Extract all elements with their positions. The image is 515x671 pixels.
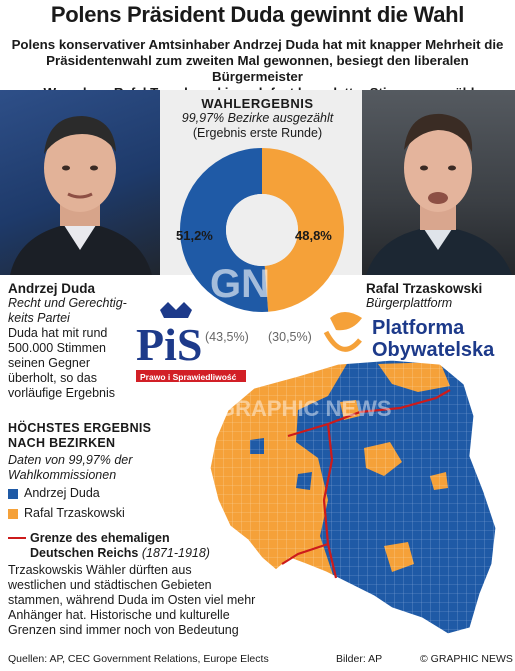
subtitle-line: Polens konservativer Amtsinhaber Andrzej… — [11, 37, 504, 52]
trzaskowski-portrait-illustration — [366, 113, 512, 275]
legend-border-years: (1871-1918) — [141, 546, 210, 560]
legend-swatch-trzaskowski — [8, 509, 18, 519]
duda-first-round: (43,5%) — [205, 330, 249, 344]
footer-sources: Quellen: AP, CEC Government Relations, E… — [8, 653, 269, 665]
trzaskowski-percentage: 48,8% — [295, 228, 332, 243]
trzaskowski-first-round: (30,5%) — [268, 330, 312, 344]
legend-swatch-duda — [8, 489, 18, 499]
legend-note-line: stammen, während Duda im Osten viel mehr — [8, 593, 256, 607]
trzaskowski-name: Rafal Trzaskowski — [366, 281, 483, 296]
legend-border-bold: Deutschen Reichs — [30, 546, 139, 560]
legend-title-line: HÖCHSTES ERGEBNIS — [8, 421, 152, 435]
pis-logo-text: Prawo i Sprawiedliwość — [140, 372, 237, 382]
po-logo-line1: Platforma — [372, 317, 465, 339]
legend-item-duda: Andrzej Duda — [24, 486, 100, 500]
legend-note-line: Grenzen sind immer noch von Bedeutung — [8, 623, 239, 637]
footer-images: Bilder: AP — [336, 653, 383, 665]
watermark-text: GRAPHIC NEWS — [218, 396, 392, 421]
duda-desc-line: überholt, so das — [8, 371, 97, 385]
duda-percentage: 51,2% — [176, 228, 213, 243]
po-bird-icon — [330, 312, 362, 331]
duda-portrait-illustration — [10, 116, 152, 275]
duda-desc-line: seinen Gegner — [8, 356, 91, 370]
trzaskowski-info: Rafal Trzaskowski Bürgerplattform — [366, 281, 482, 311]
legend-note-line: Anhänger hat. Historische und kulturelle — [8, 608, 230, 622]
legend-note: Trzaskowskis Wähler dürften aus westlich… — [8, 563, 255, 638]
duda-info: Andrzej Duda Recht und Gerechtig- keits … — [8, 281, 127, 401]
legend-title-line: NACH BEZIRKEN — [8, 436, 116, 450]
legend-border-line1: Grenze des ehemaligen — [30, 531, 170, 545]
legend-subtitle-line: Wahlkommissionen — [8, 468, 117, 482]
legend-note-line: Trzaskowskis Wähler dürften aus — [8, 563, 192, 577]
duda-party-line: keits Partei — [8, 311, 70, 325]
subtitle-line: Präsidentenwahl zum zweiten Mal gewonnen… — [46, 53, 469, 84]
footer-copyright: © GRAPHIC NEWS — [420, 653, 513, 665]
result-title: WAHLERGEBNIS — [201, 96, 314, 111]
former-german-border-line — [281, 389, 451, 579]
footer: Quellen: AP, CEC Government Relations, E… — [0, 648, 515, 671]
legend-subtitle: Daten von 99,97% der Wahlkommissionen — [8, 453, 132, 483]
po-logo-line2: Obywatelska — [372, 339, 495, 361]
trzaskowski-photo — [362, 90, 515, 275]
donut-slice-duda — [179, 148, 269, 312]
duda-desc-line: vorläufige Ergebnis — [8, 386, 116, 400]
duda-name: Andrzej Duda — [8, 281, 96, 296]
result-counted-note: 99,97% Bezirke ausgezählt — [181, 111, 334, 125]
watermark-logo: GN — [210, 262, 270, 306]
duda-desc-line: Duda hat mit rund — [8, 326, 108, 340]
poland-outline — [209, 359, 497, 635]
trzaskowski-party: Bürgerplattform — [366, 296, 453, 310]
eagle-crown-icon — [160, 302, 192, 318]
pis-logo: PiS Prawo i Sprawiedliwość — [136, 302, 246, 382]
poland-district-map: GRAPHIC NEWS — [209, 359, 497, 635]
legend-subtitle-line: Daten von 99,97% der — [8, 453, 133, 467]
duda-desc-line: 500.000 Stimmen — [8, 341, 106, 355]
result-first-round-note: (Ergebnis erste Runde) — [192, 126, 323, 140]
result-donut-chart — [179, 148, 344, 312]
page-title: Polens Präsident Duda gewinnt die Wahl — [50, 2, 465, 27]
donut-slice-trzaskowski — [262, 148, 344, 312]
duda-party-line: Recht und Gerechtig- — [8, 296, 127, 310]
legend-border-line2: Deutschen Reichs (1871-1918) — [30, 546, 210, 560]
legend-border-line-swatch — [8, 537, 26, 539]
donut-hole — [226, 194, 298, 266]
duda-photo — [0, 90, 160, 275]
legend-note-line: westlichen und städtischen Gebieten — [8, 578, 212, 592]
pis-logo-letters: PiS — [136, 319, 202, 370]
po-logo: Platforma Obywatelska — [323, 312, 495, 361]
legend-title: HÖCHSTES ERGEBNIS NACH BEZIRKEN — [8, 421, 151, 451]
legend-item-trzaskowski: Rafal Trzaskowski — [24, 506, 125, 520]
